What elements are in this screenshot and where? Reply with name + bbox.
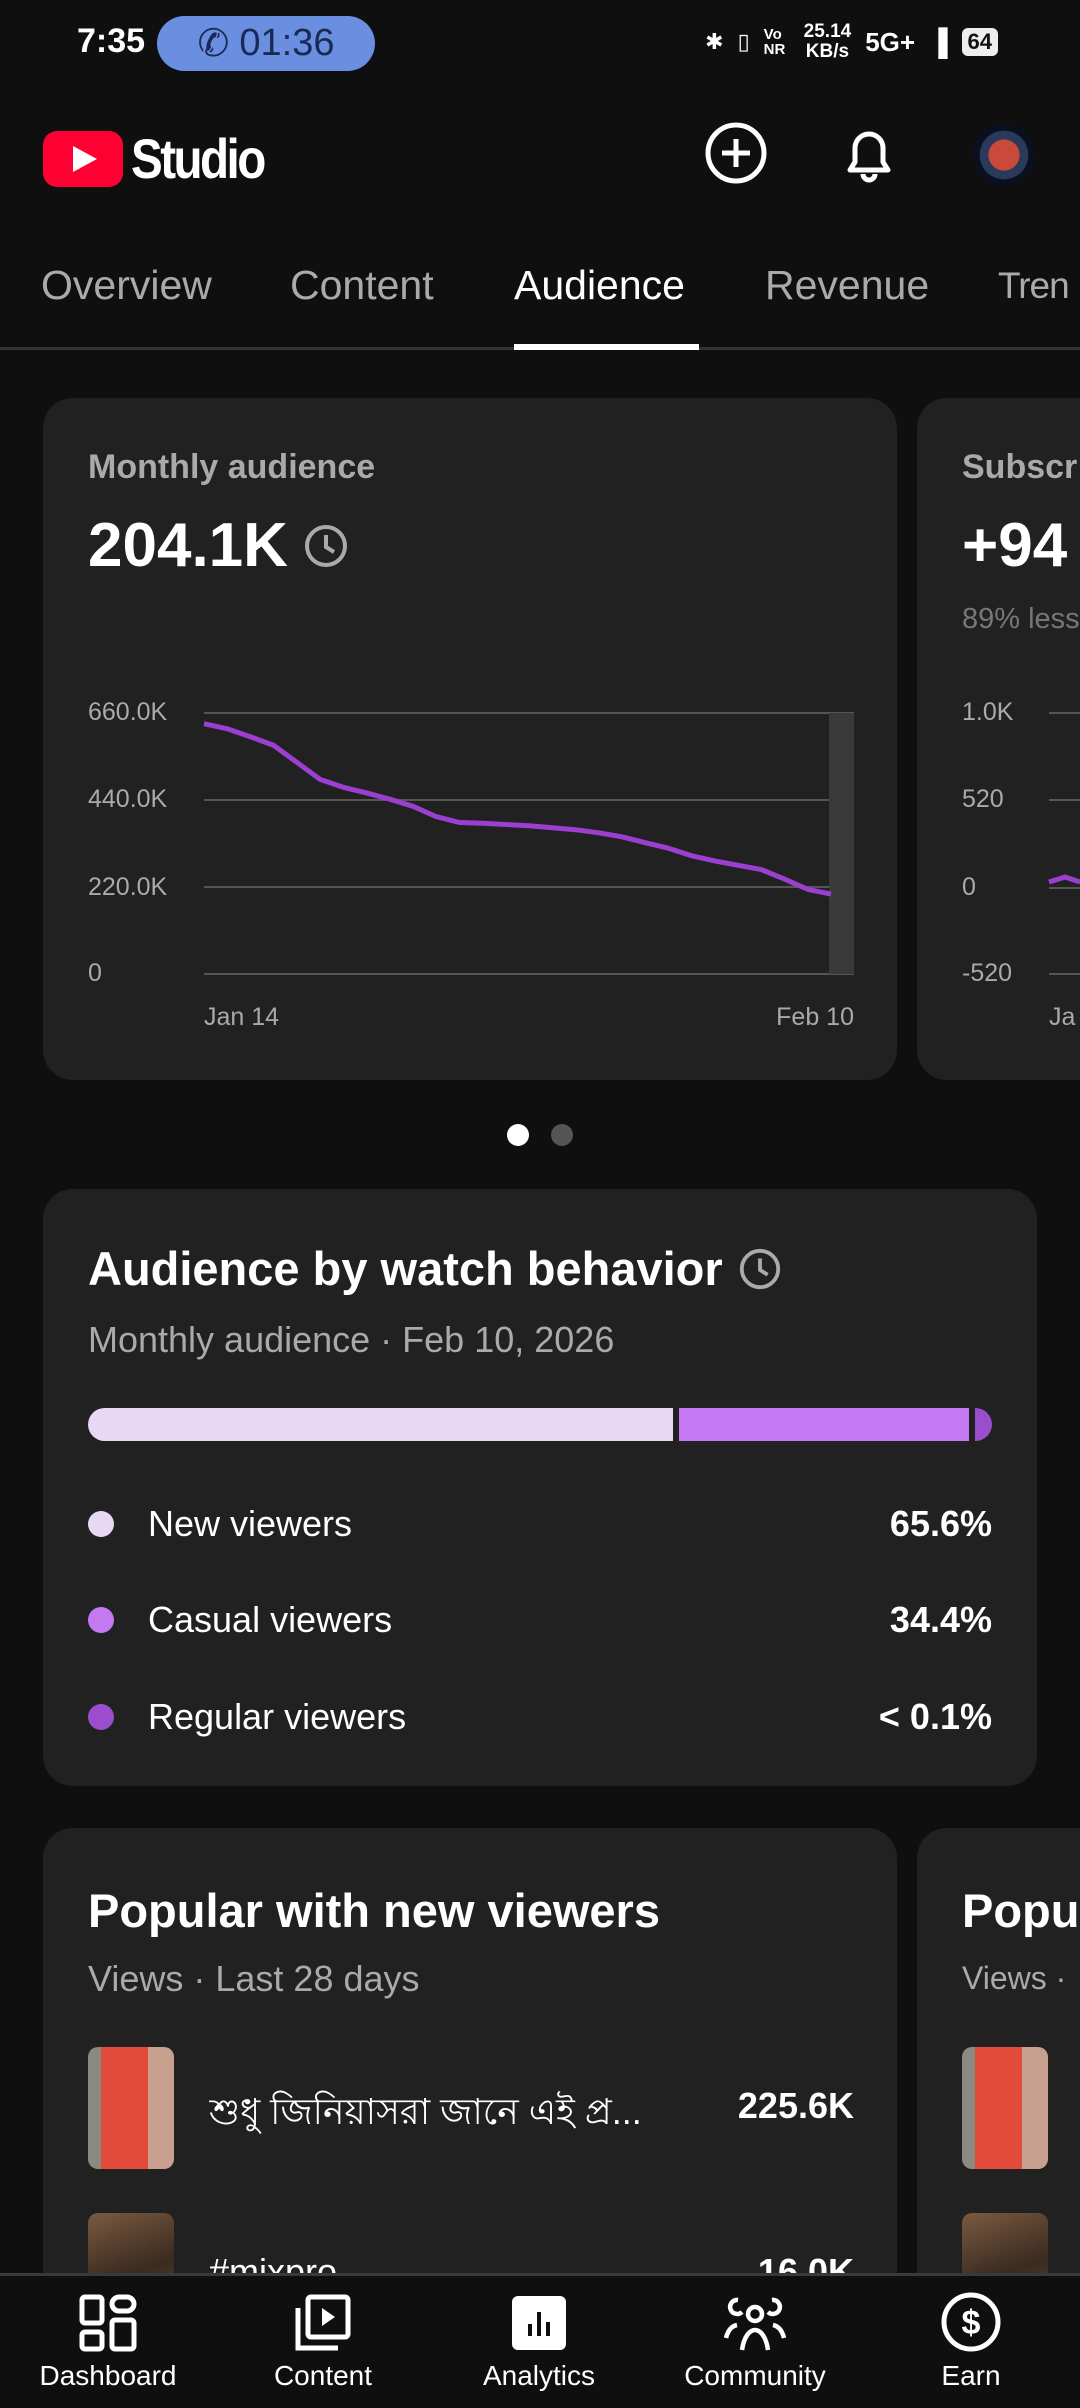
bell-icon[interactable] xyxy=(836,120,902,186)
analytics-icon xyxy=(512,2296,566,2350)
legend-regular-viewers: Regular viewers < 0.1% xyxy=(88,1692,992,1742)
call-chip[interactable]: ✆ 01:36 xyxy=(157,16,375,71)
card-title: Popu xyxy=(962,1884,1080,1937)
content-icon xyxy=(295,2294,351,2351)
active-tab-indicator xyxy=(514,344,699,350)
watch-behavior-card: Audience by watch behavior Monthly audie… xyxy=(43,1189,1037,1786)
clock-icon[interactable] xyxy=(302,522,350,570)
subscribers-card[interactable]: Subscr +94 89% less 1.0K 520 0 -520 Ja xyxy=(917,398,1080,1080)
subscribers-chart xyxy=(1048,712,1080,975)
bluetooth-icon: ✱ xyxy=(705,29,724,54)
tab-audience[interactable]: Audience xyxy=(514,262,685,308)
vibrate-icon: ▯ xyxy=(737,29,750,54)
net-speed: 25.14 xyxy=(803,21,852,42)
series-line xyxy=(1048,874,1080,885)
y-tick: 660.0K xyxy=(88,698,168,726)
card-title: Audience by watch behavior xyxy=(88,1242,723,1295)
tab-trends[interactable]: Tren xyxy=(998,265,1070,306)
watch-behavior-bar xyxy=(88,1408,992,1441)
legend-new-viewers: New viewers 65.6% xyxy=(88,1499,992,1549)
video-views: 225.6K xyxy=(737,2085,854,2126)
card-title: Popular with new viewers xyxy=(88,1884,660,1937)
youtube-studio-logo[interactable]: Studio xyxy=(43,126,287,191)
avatar[interactable] xyxy=(973,124,1035,186)
youtube-play-icon xyxy=(43,130,123,187)
dollar-circle-icon: $ xyxy=(941,2292,1001,2352)
nav-label: Earn xyxy=(941,2360,1001,2391)
card-subtitle: Views · xyxy=(962,1960,1067,1996)
carousel-dot[interactable] xyxy=(551,1124,573,1146)
tab-overview[interactable]: Overview xyxy=(41,262,212,308)
legend-label: Regular viewers xyxy=(148,1696,407,1737)
legend-casual-viewers: Casual viewers 34.4% xyxy=(88,1595,992,1645)
legend-value: < 0.1% xyxy=(878,1696,992,1737)
system-icons: ✱ ▯ Vo NR 25.14 KB/s 5G+ ▐ 64 xyxy=(705,22,998,62)
volte-label: Vo NR xyxy=(763,26,786,58)
nav-analytics[interactable]: Analytics xyxy=(439,2294,639,2392)
tab-content[interactable]: Content xyxy=(290,262,434,308)
legend-value: 34.4% xyxy=(889,1599,992,1640)
y-tick: 220.0K xyxy=(88,873,168,901)
status-time: 7:35 xyxy=(77,22,146,60)
x-tick: Jan 14 xyxy=(204,1003,280,1031)
bar-segment xyxy=(88,1408,674,1441)
card-subtitle: Views · Last 28 days xyxy=(88,1958,420,1999)
bottom-nav: Dashboard Content Analytics Community $ … xyxy=(0,2273,1080,2408)
nav-label: Content xyxy=(273,2360,373,2391)
card-title: Monthly audience xyxy=(88,448,376,486)
video-title: শুধু জিনিয়াসরা জানে এই প্র... xyxy=(209,2091,642,2132)
bar-segment xyxy=(679,1408,970,1441)
video-thumbnail xyxy=(88,2047,174,2169)
card-title: Subscr xyxy=(962,448,1078,486)
legend-dot xyxy=(88,1511,114,1537)
y-tick: 0 xyxy=(962,873,976,901)
bar-segment xyxy=(975,1408,992,1441)
y-tick: 440.0K xyxy=(88,785,168,813)
nav-label: Community xyxy=(684,2360,826,2391)
tab-revenue[interactable]: Revenue xyxy=(765,262,930,308)
video-thumbnail xyxy=(962,2047,1048,2169)
phone-icon: ✆ xyxy=(197,23,230,65)
x-tick: Feb 10 xyxy=(776,1003,854,1031)
legend-dot xyxy=(88,1704,114,1730)
legend-label: New viewers xyxy=(148,1503,353,1544)
series-line xyxy=(203,721,832,897)
battery-level: 64 xyxy=(961,28,998,56)
current-period-highlight xyxy=(829,713,854,974)
legend-dot xyxy=(88,1607,114,1633)
add-circle-icon[interactable] xyxy=(703,120,769,186)
y-tick: 1.0K xyxy=(962,698,1014,726)
nav-content[interactable]: Content xyxy=(223,2294,423,2392)
video-row[interactable]: শুধু জিনিয়াসরা জানে এই প্র... 225.6K xyxy=(43,2047,897,2169)
y-tick: -520 xyxy=(962,959,1013,987)
card-subtitle: Monthly audience · Feb 10, 2026 xyxy=(88,1319,615,1360)
logo-text: Studio xyxy=(131,127,266,190)
dashboard-icon xyxy=(79,2294,137,2352)
nav-label: Analytics xyxy=(482,2360,596,2391)
carousel-dot-active[interactable] xyxy=(507,1124,529,1146)
net-unit: KB/s xyxy=(805,41,850,62)
subscribers-delta: 89% less xyxy=(962,603,1080,635)
call-timer: 01:36 xyxy=(239,22,335,64)
subscribers-value: +94 xyxy=(962,511,1068,580)
y-tick: 520 xyxy=(962,785,1004,813)
x-tick: Ja xyxy=(1049,1003,1076,1031)
nav-label: Dashboard xyxy=(39,2360,177,2391)
network-type: 5G+ xyxy=(865,26,916,57)
clock-icon[interactable] xyxy=(737,1246,783,1292)
legend-value: 65.6% xyxy=(889,1503,992,1544)
nav-community[interactable]: Community xyxy=(655,2294,855,2392)
svg-text:$: $ xyxy=(962,2304,981,2342)
nav-earn[interactable]: $ Earn xyxy=(881,2292,1061,2392)
monthly-audience-value: 204.1K xyxy=(88,511,288,580)
monthly-audience-card[interactable]: Monthly audience 204.1K 660.0K 440.0K 22… xyxy=(43,398,897,1080)
monthly-audience-chart[interactable] xyxy=(43,398,897,1080)
y-tick: 0 xyxy=(88,959,102,987)
community-icon xyxy=(723,2297,787,2351)
signal-icon: ▐ xyxy=(929,26,948,57)
tab-bar: Overview Content Audience Revenue Tren xyxy=(0,262,1080,350)
nav-dashboard[interactable]: Dashboard xyxy=(8,2294,208,2392)
legend-label: Casual viewers xyxy=(148,1599,393,1640)
